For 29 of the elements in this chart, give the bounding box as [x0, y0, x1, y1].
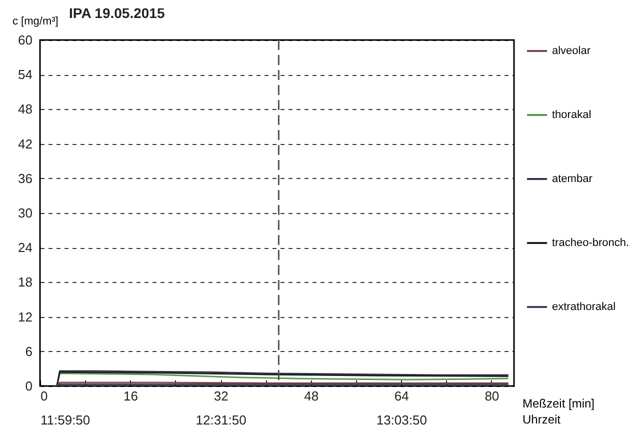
y-tick-label: 36: [18, 170, 32, 186]
y-tick-label: 18: [18, 274, 32, 290]
chart-title: IPA 19.05.2015: [69, 5, 165, 21]
y-tick-label: 30: [18, 206, 32, 220]
y-axis-title: c [mg/m³]: [12, 16, 58, 28]
legend-label: extrathorakal: [552, 301, 616, 313]
y-tick-label: 6: [25, 344, 32, 359]
y-tick-label: 60: [18, 32, 32, 48]
legend-label: tracheo-bronch.: [552, 237, 630, 249]
y-tick-label: 54: [18, 67, 32, 82]
y-tick-label: 12: [18, 309, 32, 324]
legend-label: alveolar: [552, 45, 591, 57]
y-tick-label: 24: [18, 240, 32, 256]
x-tick-label: 48: [304, 388, 319, 404]
x-tick-label: 80: [484, 388, 500, 404]
x-axis-title: Meßzeit [min]: [522, 396, 595, 410]
legend-label: atembar: [552, 173, 593, 185]
legend-label: thorakal: [552, 109, 592, 121]
x-tick-label: 16: [124, 388, 138, 404]
y-tick-label: 0: [25, 378, 32, 394]
y-tick-label: 48: [18, 102, 32, 117]
x-tick-label: 32: [214, 388, 228, 404]
x2-axis-title: Uhrzeit: [522, 412, 562, 426]
x2-tick-label: 13:03:50: [376, 412, 427, 428]
y-tick-label: 42: [18, 136, 32, 152]
x2-tick-label: 11:59:50: [40, 412, 90, 428]
x2-tick-label: 12:31:50: [196, 412, 246, 428]
x-tick-label: 64: [394, 388, 409, 404]
x-tick-label: 0: [40, 388, 48, 404]
